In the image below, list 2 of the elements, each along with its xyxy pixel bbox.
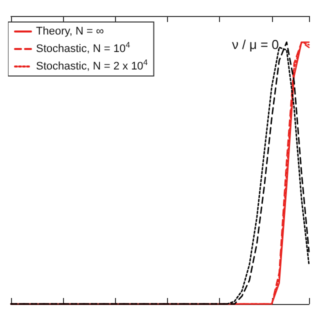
annotation: ν / μ = 0 (232, 37, 279, 52)
legend-label: Theory, N = ∞ (36, 26, 104, 38)
